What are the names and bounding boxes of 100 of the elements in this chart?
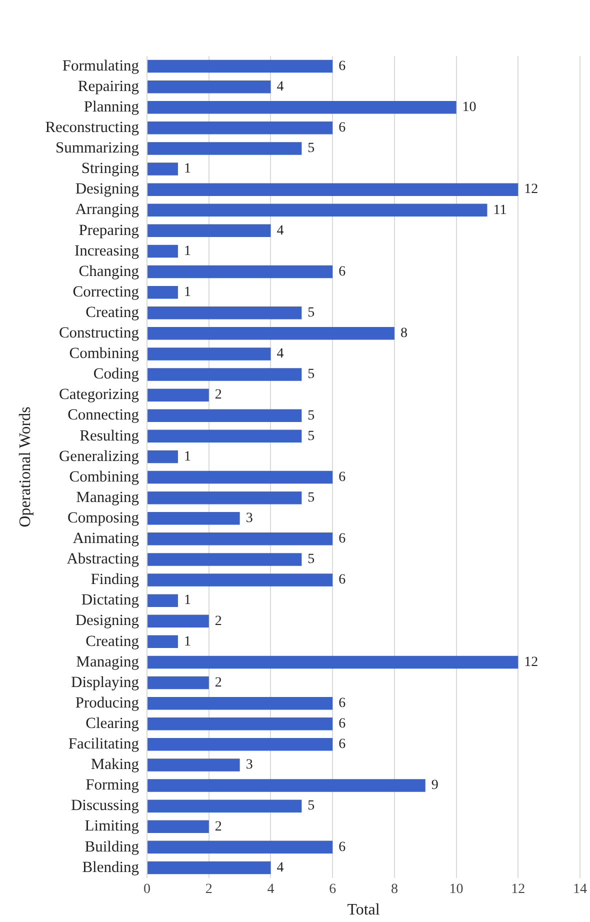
bar [148, 800, 302, 812]
data-label: 2 [214, 819, 222, 834]
y-tick-label: Preparing [78, 222, 140, 239]
data-label: 2 [214, 614, 222, 629]
bar [148, 718, 333, 730]
x-tick-label: 4 [267, 882, 274, 898]
bar [148, 594, 178, 607]
y-tick-label: Combining [69, 345, 140, 362]
x-tick-label: 12 [511, 882, 526, 898]
y-tick-label: Connecting [68, 406, 140, 424]
data-label: 4 [276, 79, 284, 94]
data-label: 5 [308, 408, 315, 424]
bar [148, 430, 302, 443]
data-label: 9 [431, 778, 438, 794]
y-tick-label: Arranging [75, 201, 140, 218]
x-tick-label: 8 [390, 882, 398, 898]
y-tick-label: Planning [84, 98, 140, 116]
bar [148, 779, 426, 792]
bar [148, 265, 333, 278]
y-tick-label: Creating [86, 304, 140, 321]
bar [148, 758, 240, 772]
y-tick-label: Building [84, 838, 140, 856]
y-tick-label: Abstracting [66, 550, 140, 568]
bar [148, 635, 178, 648]
data-label: 1 [184, 593, 191, 608]
data-label: 1 [184, 162, 191, 177]
bar [148, 656, 518, 669]
data-label: 6 [338, 840, 346, 855]
bar [148, 388, 209, 402]
bar [148, 470, 333, 484]
data-label: 4 [276, 860, 284, 876]
x-tick-label: 6 [329, 882, 336, 898]
y-tick-label: Managing [76, 488, 140, 506]
bar [148, 224, 271, 238]
bar [148, 80, 271, 94]
y-tick-label: Constructing [58, 324, 140, 342]
bar [148, 368, 302, 381]
data-label: 6 [338, 737, 346, 752]
bar [148, 204, 488, 216]
bar [148, 512, 240, 525]
data-label: 8 [400, 326, 408, 342]
y-tick-label: Blending [82, 858, 140, 876]
y-tick-label: Creating [86, 632, 140, 650]
y-axis-title: Operational Words [16, 406, 34, 528]
bar [148, 348, 271, 360]
data-label: 5 [308, 798, 315, 814]
bar [148, 286, 178, 299]
y-tick-label: Discussing [70, 797, 140, 814]
y-tick-label: Managing [76, 653, 140, 670]
bar [148, 738, 333, 751]
bar [148, 244, 178, 258]
data-label: 5 [308, 367, 315, 382]
x-tick-label: 14 [573, 882, 587, 898]
bar [148, 306, 302, 320]
x-tick-label: 2 [205, 882, 212, 898]
data-label: 5 [308, 306, 315, 321]
y-tick-label: Facilitating [68, 736, 140, 753]
y-tick-label: Changing [78, 262, 140, 280]
y-tick-label: Reconstructing [45, 119, 140, 136]
y-tick-label: Combining [69, 468, 140, 486]
data-label: 1 [184, 244, 191, 259]
data-label: 1 [184, 634, 191, 650]
data-label: 4 [276, 223, 284, 238]
bar [148, 840, 333, 854]
y-tick-label: Increasing [74, 242, 140, 260]
data-label: 6 [338, 696, 346, 711]
bar [148, 183, 518, 196]
x-axis-title: Total [347, 902, 380, 919]
data-label: 12 [524, 654, 538, 670]
bar [148, 122, 333, 134]
bar [148, 101, 456, 114]
data-label: 5 [308, 141, 315, 156]
data-label: 11 [493, 202, 507, 218]
y-tick-label: Coding [93, 366, 140, 383]
data-label: 6 [338, 532, 346, 547]
data-label: 2 [214, 675, 222, 690]
bar [148, 614, 209, 628]
y-tick-label: Generalizing [58, 448, 140, 465]
data-label: 12 [524, 182, 538, 198]
data-label: 6 [338, 264, 346, 280]
bar [148, 676, 209, 690]
y-tick-label: Designing [75, 180, 140, 198]
y-tick-label: Forming [86, 776, 140, 794]
data-label: 5 [308, 428, 315, 444]
data-label: 1 [184, 449, 191, 464]
data-label: 4 [276, 346, 284, 362]
bar [148, 409, 302, 422]
bar [148, 491, 302, 504]
bar [148, 553, 302, 566]
data-label: 10 [462, 100, 476, 116]
y-tick-label: Producing [75, 694, 140, 712]
y-tick-label: Finding [90, 571, 140, 588]
y-tick-label: Summarizing [56, 140, 140, 157]
data-label: 3 [246, 511, 253, 526]
data-label: 1 [184, 284, 191, 300]
y-tick-label: Designing [75, 612, 140, 630]
y-tick-label: Stringing [81, 160, 140, 178]
bar [148, 142, 302, 155]
data-label: 5 [308, 490, 315, 506]
y-tick-label: Correcting [72, 283, 140, 300]
